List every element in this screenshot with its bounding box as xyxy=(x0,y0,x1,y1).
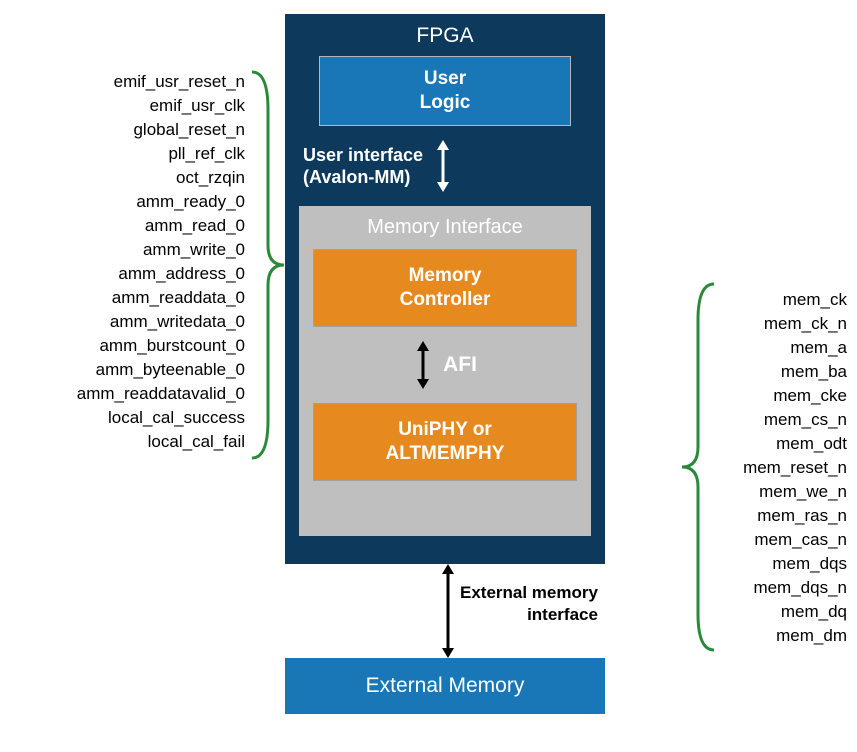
memory-controller-box: Memory Controller xyxy=(313,249,577,327)
signal-label: mem_reset_n xyxy=(702,456,847,480)
phy-label-2: ALTMEMPHY xyxy=(386,443,505,464)
user-logic-label-1: User xyxy=(424,68,466,89)
user-if-label-1: User interface xyxy=(303,145,423,165)
signal-label: mem_a xyxy=(702,336,847,360)
signal-label: amm_address_0 xyxy=(0,262,245,286)
controller-label-2: Controller xyxy=(400,289,491,310)
signal-label: oct_rzqin xyxy=(0,166,245,190)
signal-label: amm_readdatavalid_0 xyxy=(0,382,245,406)
controller-label-1: Memory xyxy=(409,265,482,286)
memory-interface-box: Memory Interface Memory Controller AFI U… xyxy=(299,206,591,536)
fpga-container: FPGA User Logic User interface (Avalon-M… xyxy=(285,14,605,564)
signal-label: mem_ck_n xyxy=(702,312,847,336)
signal-label: mem_ras_n xyxy=(702,504,847,528)
signal-label: mem_dqs xyxy=(702,552,847,576)
phy-box: UniPHY or ALTMEMPHY xyxy=(313,403,577,481)
user-logic-box: User Logic xyxy=(319,56,571,126)
left-signal-list: emif_usr_reset_n emif_usr_clk global_res… xyxy=(0,70,245,454)
signal-label: mem_ck xyxy=(702,288,847,312)
signal-label: mem_cas_n xyxy=(702,528,847,552)
signal-label: mem_dqs_n xyxy=(702,576,847,600)
signal-label: mem_dq xyxy=(702,600,847,624)
signal-label: amm_write_0 xyxy=(0,238,245,262)
user-interface-label: User interface (Avalon-MM) xyxy=(303,144,423,188)
fpga-memory-diagram: emif_usr_reset_n emif_usr_clk global_res… xyxy=(0,0,857,752)
user-if-label-2: (Avalon-MM) xyxy=(303,167,410,187)
afi-label: AFI xyxy=(443,353,477,377)
memory-interface-title: Memory Interface xyxy=(313,216,577,239)
signal-label: amm_burstcount_0 xyxy=(0,334,245,358)
user-interface-row: User interface (Avalon-MM) xyxy=(299,138,591,194)
fpga-title: FPGA xyxy=(299,24,591,48)
ext-if-label-2: interface xyxy=(527,605,598,624)
signal-label: emif_usr_clk xyxy=(0,94,245,118)
signal-label: mem_we_n xyxy=(702,480,847,504)
signal-label: amm_byteenable_0 xyxy=(0,358,245,382)
afi-row: AFI xyxy=(313,339,577,391)
signal-label: amm_readdata_0 xyxy=(0,286,245,310)
left-brace-icon xyxy=(248,70,286,460)
external-memory-box: External Memory xyxy=(285,658,605,714)
signal-label: emif_usr_reset_n xyxy=(0,70,245,94)
signal-label: amm_ready_0 xyxy=(0,190,245,214)
signal-label: amm_read_0 xyxy=(0,214,245,238)
double-arrow-icon xyxy=(413,339,433,391)
signal-label: local_cal_success xyxy=(0,406,245,430)
external-interface-label: External memory interface xyxy=(460,582,598,626)
double-arrow-icon xyxy=(431,138,455,194)
signal-label: pll_ref_clk xyxy=(0,142,245,166)
user-logic-label-2: Logic xyxy=(420,92,471,113)
signal-label: local_cal_fail xyxy=(0,430,245,454)
signal-label: mem_cs_n xyxy=(702,408,847,432)
external-memory-label: External Memory xyxy=(366,674,525,697)
double-arrow-icon xyxy=(438,562,458,660)
signal-label: amm_writedata_0 xyxy=(0,310,245,334)
signal-label: mem_odt xyxy=(702,432,847,456)
right-signal-list: mem_ck mem_ck_n mem_a mem_ba mem_cke mem… xyxy=(702,288,847,648)
signal-label: mem_dm xyxy=(702,624,847,648)
phy-label-1: UniPHY or xyxy=(398,419,492,440)
ext-if-label-1: External memory xyxy=(460,583,598,602)
signal-label: mem_cke xyxy=(702,384,847,408)
signal-label: global_reset_n xyxy=(0,118,245,142)
signal-label: mem_ba xyxy=(702,360,847,384)
